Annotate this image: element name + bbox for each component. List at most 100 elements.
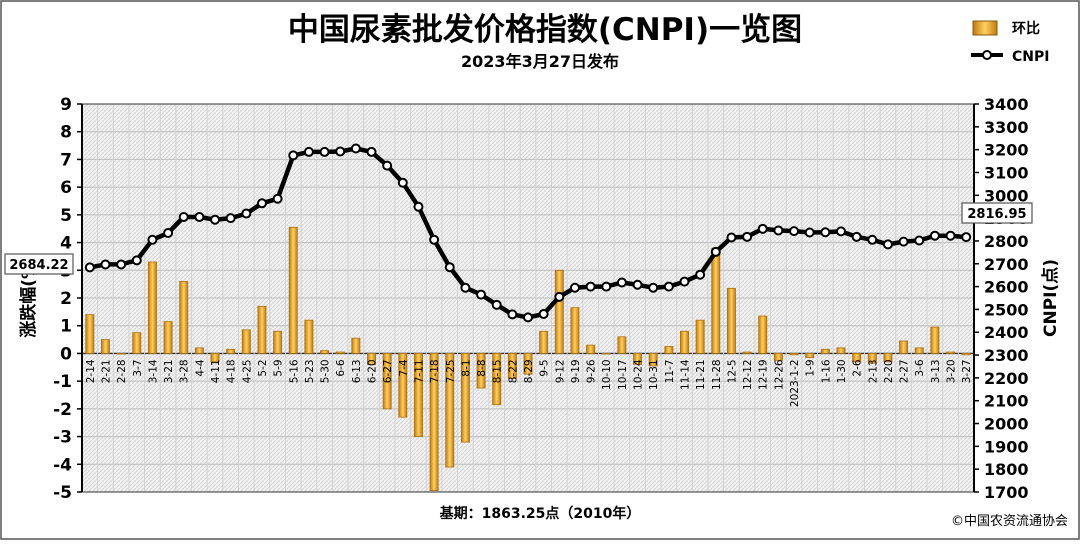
bar xyxy=(695,319,705,354)
x-tick-label: 10-31 xyxy=(648,359,660,390)
x-tick-label: 4-25 xyxy=(241,359,253,383)
cnpi-point xyxy=(914,235,925,246)
cnpi-point xyxy=(585,281,596,292)
x-tick-label: 3-21 xyxy=(163,359,175,383)
left-tick-label: 4 xyxy=(60,234,72,254)
bar xyxy=(367,353,376,365)
cnpi-point xyxy=(648,282,659,293)
bar xyxy=(320,350,330,354)
bar xyxy=(476,353,486,389)
bar xyxy=(445,353,455,468)
cnpi-point xyxy=(288,150,299,161)
bar xyxy=(210,353,220,363)
bar xyxy=(680,330,689,354)
bar xyxy=(742,351,752,354)
bar xyxy=(492,353,502,406)
x-tick-label: 7-4 xyxy=(398,359,410,376)
cnpi-point xyxy=(319,146,330,157)
cnpi-point xyxy=(194,211,205,222)
x-tick-label: 10-17 xyxy=(617,359,629,390)
cnpi-point xyxy=(851,231,862,242)
legend-bar-label: 环比 xyxy=(1012,20,1040,37)
x-tick-label: 2-28 xyxy=(116,359,128,383)
cnpi-point xyxy=(523,312,533,323)
bar xyxy=(961,353,971,356)
bar xyxy=(601,353,611,355)
cnpi-point xyxy=(147,234,158,245)
right-tick-label: 2700 xyxy=(984,255,1029,274)
x-tick-label: 3-6 xyxy=(914,359,926,376)
cnpi-point xyxy=(382,160,393,171)
x-tick-label: 1-9 xyxy=(805,359,817,376)
cnpi-point xyxy=(256,198,267,209)
cnpi-point xyxy=(225,213,236,224)
copyright: ©中国农资流通协会 xyxy=(951,514,1068,529)
left-tick-label: 5 xyxy=(60,206,72,226)
right-tick-label: 2000 xyxy=(984,415,1029,434)
left-tick-label: 7 xyxy=(60,150,72,170)
x-tick-label: 2023-1-2 xyxy=(789,359,801,407)
x-tick-label: 3-14 xyxy=(147,359,159,383)
cnpi-point xyxy=(726,232,737,243)
chart-subtitle: 2023年3月27日发布 xyxy=(461,52,619,71)
cnpi-point xyxy=(882,239,893,250)
end-value-label: 2816.95 xyxy=(967,207,1026,222)
right-tick-label: 1700 xyxy=(984,483,1029,502)
start-value-box xyxy=(4,253,74,275)
x-tick-label: 4-11 xyxy=(210,359,222,383)
cnpi-point xyxy=(163,227,174,238)
x-tick-label: 6-20 xyxy=(367,359,379,383)
x-tick-label: 3-27 xyxy=(961,359,973,383)
cnpi-point xyxy=(491,299,502,310)
legend-line-marker xyxy=(982,50,992,60)
right-tick-label: 1800 xyxy=(984,460,1029,479)
x-tick-label: 11-28 xyxy=(711,359,723,390)
left-tick-label: 1 xyxy=(60,317,72,337)
legend-line-label: CNPI xyxy=(1012,49,1049,65)
cnpi-point xyxy=(945,230,956,241)
cnpi-point xyxy=(757,223,768,234)
cnpi-point xyxy=(773,225,784,236)
cnpi-point xyxy=(961,232,972,243)
right-tick-label: 2400 xyxy=(984,323,1029,342)
bar xyxy=(617,336,627,354)
x-tick-label: 12-26 xyxy=(773,359,785,390)
bar xyxy=(101,339,110,354)
bar xyxy=(288,226,298,354)
right-tick-label: 2100 xyxy=(984,392,1029,411)
bar xyxy=(257,305,267,354)
bar xyxy=(351,337,361,354)
cnpi-point xyxy=(476,289,487,300)
bar xyxy=(805,353,815,358)
cnpi-point xyxy=(241,208,252,219)
right-tick-label: 2600 xyxy=(984,278,1029,297)
x-tick-label: 2-14 xyxy=(85,359,97,383)
bar xyxy=(147,261,157,354)
bar xyxy=(758,315,768,354)
cnpi-point xyxy=(554,291,565,302)
cnpi-point xyxy=(507,309,518,320)
bar xyxy=(633,353,643,365)
cnpi-point xyxy=(460,282,471,293)
bar xyxy=(883,353,893,363)
line-series xyxy=(84,143,972,323)
bar xyxy=(273,330,283,354)
cnpi-point xyxy=(663,281,674,292)
x-tick-label: 11-21 xyxy=(695,359,707,390)
x-tick-label: 12-19 xyxy=(758,359,770,390)
cnpi-point xyxy=(804,227,815,238)
right-tick-label: 3300 xyxy=(984,118,1029,137)
x-tick-label: 5-23 xyxy=(304,359,316,383)
cnpi-point xyxy=(366,146,377,157)
x-tick-label: 8-1 xyxy=(460,359,472,376)
x-tick-label: 5-16 xyxy=(288,359,300,383)
bar xyxy=(194,347,204,354)
right-axis-title: CNPI(点) xyxy=(1040,259,1061,337)
x-tick-label: 6-27 xyxy=(382,359,394,383)
bar xyxy=(429,353,439,492)
left-tick-label: 8 xyxy=(60,123,72,143)
x-tick-label: 3-20 xyxy=(946,359,958,383)
cnpi-point xyxy=(444,262,455,273)
bar xyxy=(946,351,955,354)
